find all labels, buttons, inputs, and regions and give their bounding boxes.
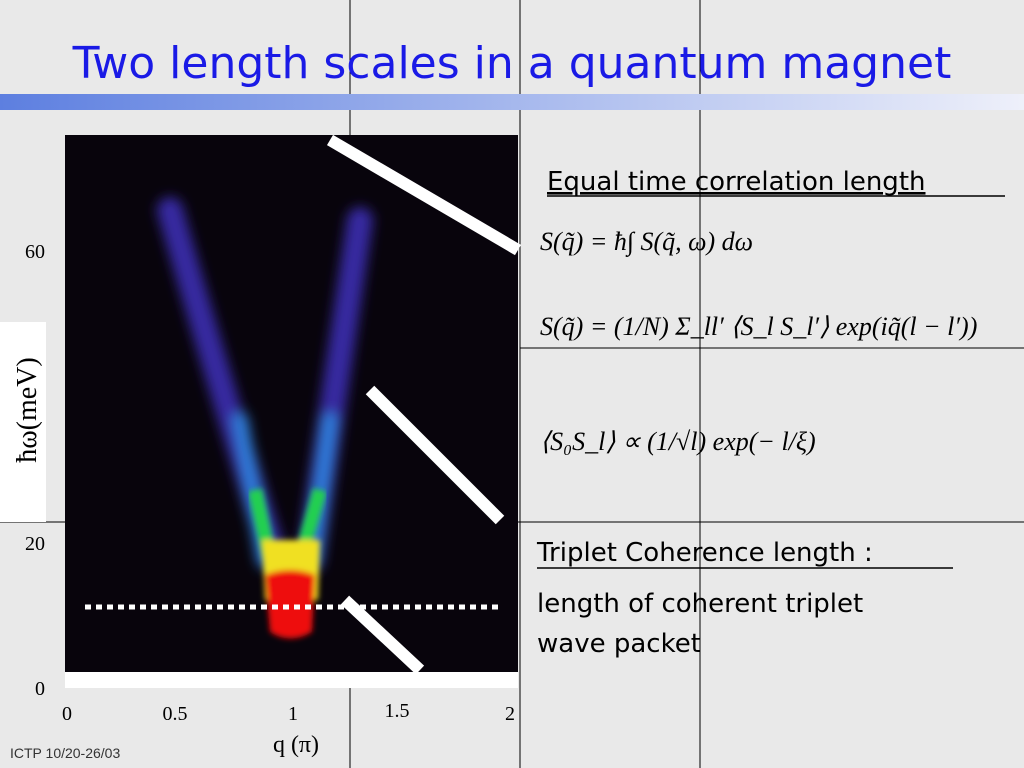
footer: ICTP 10/20-26/03 [10,745,120,761]
section-heading: Triplet Coherence length : [536,538,873,568]
x-axis-label: q (π) [273,732,319,758]
title-bar [0,94,1024,110]
x-tick-label: 0.5 [163,703,188,725]
equation: ⟨S₀S_l⟩ ∝ (1/√l) exp(− l/ξ) [540,427,816,456]
x-tick-label: 0 [62,703,72,725]
x-tick-label: 2 [505,703,515,725]
title: Two length scales in a quantum magnet [72,38,952,89]
x-tick-label: 1.5 [385,700,410,722]
y-label-box [0,322,46,522]
equation: S(q̃) = (1/N) Σ_ll′ ⟨S_l S_l′⟩ exp(iq̃(l… [540,312,977,341]
body-text: length of coherent triplet [537,589,863,619]
y-tick-label: 20 [25,533,45,555]
body-text: wave packet [537,629,701,659]
ticks: 60 20 0 0 0.5 1 1.5 2 [25,241,515,725]
y-axis-label: ħω(meV) [12,357,43,463]
x-tick-label: 1 [288,703,298,725]
y-tick-label: 0 [35,678,45,700]
section-heading: Equal time correlation length [547,167,926,197]
intensity-map [65,134,522,688]
equation: S(q̃) = ħ∫ S(q̃, ω) dω [540,227,753,257]
y-tick-label: 60 [25,241,45,263]
